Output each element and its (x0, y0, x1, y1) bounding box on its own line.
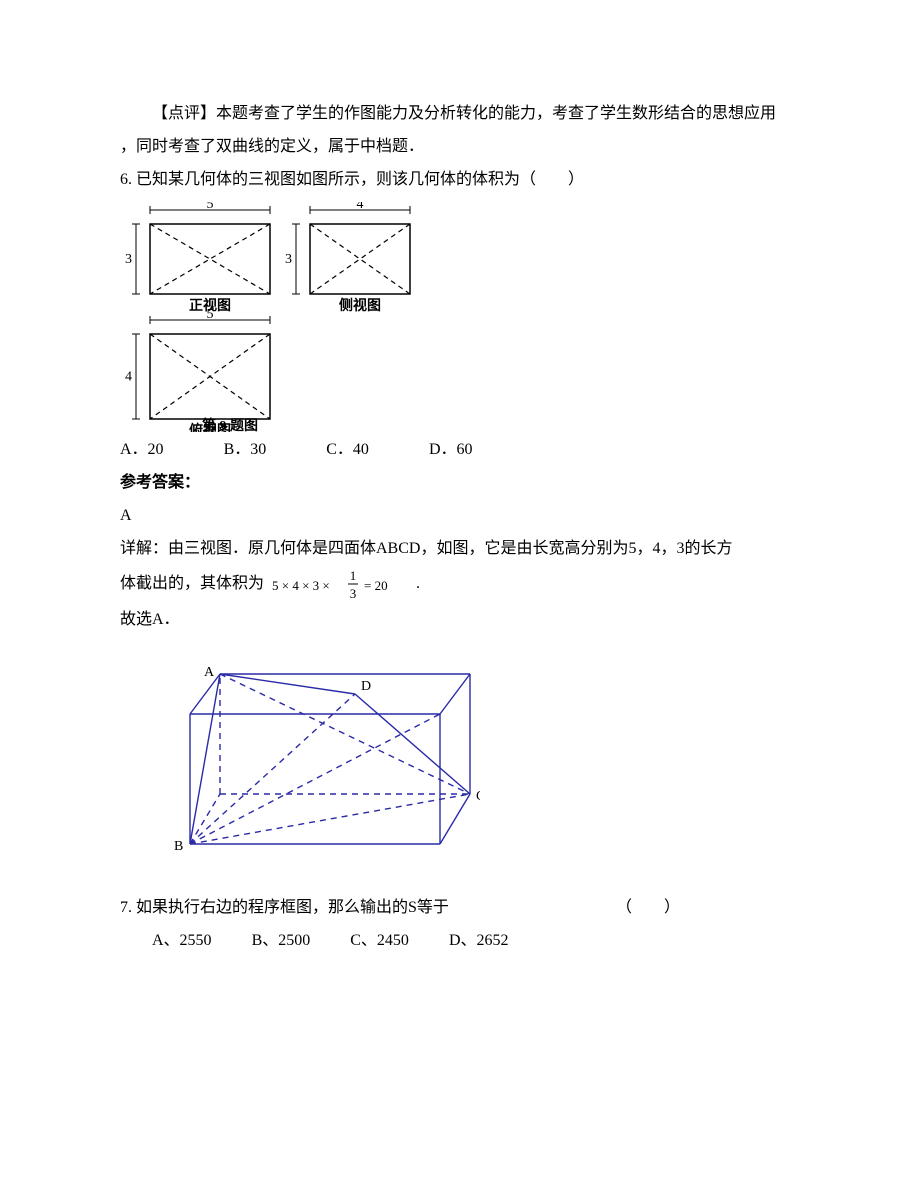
q6-explain-2: 体截出的，其体积为 5 × 4 × 3 × 1 3 = 20 . (120, 568, 800, 602)
svg-text:3: 3 (350, 586, 357, 601)
page: 【点评】本题考查了学生的作图能力及分析转化的能力，考查了学生数形结合的思想应用 … (0, 0, 920, 1191)
q6-option-b: B．30 (224, 436, 267, 465)
svg-text:4: 4 (357, 202, 364, 212)
q6-option-d: D．60 (429, 436, 473, 465)
comment-text-2: ，同时考查了双曲线的定义，属于中档题． (120, 138, 424, 155)
svg-text:B: B (174, 839, 183, 854)
svg-text:1: 1 (350, 568, 357, 583)
q6-option-a: A．20 (120, 436, 164, 465)
q6-explain-1: 详解：由三视图．原几何体是四面体ABCD，如图，它是由长宽高分别为5，4，3的长… (120, 535, 800, 564)
q6-stem-text: 已知某几何体的三视图如图所示，则该几何体的体积为（ ） (136, 171, 584, 188)
q7-stem-left: 7. 如果执行右边的程序框图，那么输出的S等于 (120, 894, 449, 923)
svg-text:A: A (204, 665, 215, 680)
comment-para-2: ，同时考查了双曲线的定义，属于中档题． (120, 133, 800, 162)
svg-text:侧视图: 侧视图 (339, 297, 381, 314)
svg-text:5: 5 (207, 307, 214, 322)
svg-text:C: C (476, 789, 480, 804)
q7-paren: （ ） (616, 894, 680, 923)
q6-formula: 5 × 4 × 3 × 1 3 = 20 (270, 568, 410, 602)
q7-option-a: A、2550 (152, 927, 212, 956)
comment-para-1: 【点评】本题考查了学生的作图能力及分析转化的能力，考查了学生数形结合的思想应用 (120, 100, 800, 129)
comment-text-1: 本题考查了学生的作图能力及分析转化的能力，考查了学生数形结合的思想应用 (216, 105, 776, 122)
q6-explain-2-period: . (416, 570, 420, 599)
q6-three-views: 53正视图43侧视图54俯视图第 9 题图 (120, 202, 800, 432)
q6-explain-2a: 体截出的，其体积为 (120, 570, 264, 599)
svg-text:4: 4 (125, 370, 132, 385)
q6-solid-figure: A B C D (120, 644, 800, 874)
q7-option-d: D、2652 (449, 927, 509, 956)
q6-options: A．20 B．30 C．40 D．60 (120, 436, 800, 465)
q7-option-c: C、2450 (350, 927, 409, 956)
svg-text:D: D (361, 679, 371, 694)
svg-text:3: 3 (285, 252, 292, 267)
q6-number: 6. (120, 171, 132, 188)
svg-text:= 20: = 20 (364, 578, 388, 593)
q6-stem: 6. 已知某几何体的三视图如图所示，则该几何体的体积为（ ） (120, 166, 800, 195)
q7-stem: 7. 如果执行右边的程序框图，那么输出的S等于 （ ） (120, 894, 680, 923)
q6-option-c: C．40 (326, 436, 369, 465)
q6-answer-label: 参考答案： (120, 469, 800, 498)
q6-explain-3: 故选A． (120, 606, 800, 635)
solid-svg: A B C D (120, 644, 480, 874)
svg-text:3: 3 (125, 252, 132, 267)
q7-number: 7. (120, 899, 132, 916)
q7-options: A、2550 B、2500 C、2450 D、2652 (120, 927, 800, 956)
three-views-svg: 53正视图43侧视图54俯视图第 9 题图 (120, 202, 420, 432)
q7-option-b: B、2500 (252, 927, 311, 956)
svg-text:5 × 4 × 3 ×: 5 × 4 × 3 × (272, 578, 330, 593)
q7-stem-text: 如果执行右边的程序框图，那么输出的S等于 (136, 899, 449, 916)
svg-text:第 9 题图: 第 9 题图 (202, 417, 258, 432)
q6-answer: A (120, 502, 800, 531)
comment-label: 【点评】 (152, 105, 216, 122)
svg-text:5: 5 (207, 202, 214, 212)
